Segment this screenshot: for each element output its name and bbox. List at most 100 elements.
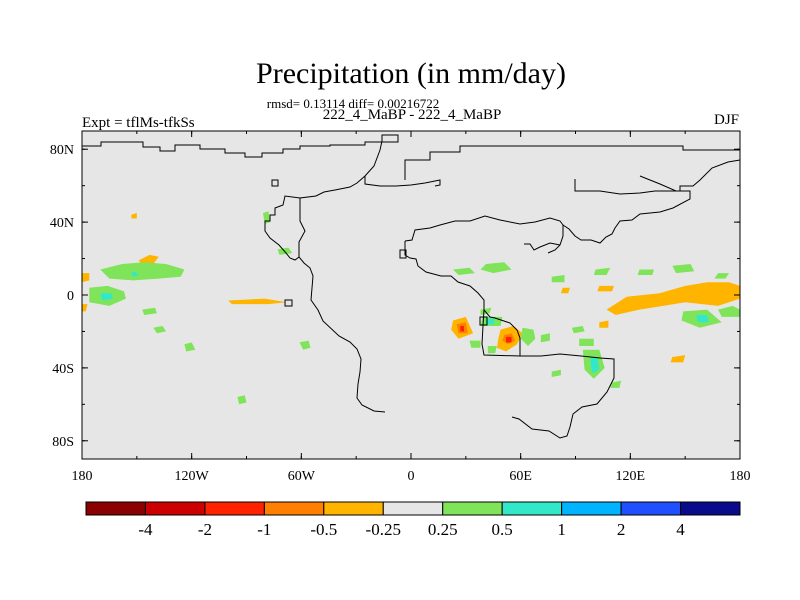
colorbar-label-5: 0.25 [428,520,458,539]
coastline-arctic-island [271,179,279,187]
colorbar-label-3: -0.5 [310,520,337,539]
colorbar-box-9 [620,501,682,516]
colorbar-box-2 [204,501,265,516]
colorbar-label-1: -2 [198,520,212,539]
colorbar-box-10 [680,501,741,516]
x-tick-label-5: 120E [616,469,646,484]
contour-region-22 [672,264,695,274]
x-axis: 180 120W 60W 0 60E 120E 180 [72,131,751,484]
contour-region-39 [551,369,561,377]
coastline-africa [404,241,615,439]
x-tick-label-3: 0 [408,469,415,484]
coastline-americas-detail [264,195,301,261]
coastline-australia-ish [524,242,561,251]
coastline-americas-north [82,134,399,158]
colorbar-label-9: 4 [676,520,685,539]
contour-region-20 [593,267,611,275]
contour-region-21 [637,269,655,275]
colorbar-box-3 [263,501,325,516]
colorbar-box-5 [382,501,444,516]
y-tick-label-2: 0 [67,289,74,304]
colorbar-label-4: -0.25 [366,520,401,539]
contour-region-5 [100,293,114,301]
coastline-greenland [364,176,441,187]
contour-region-7 [82,304,88,312]
colorbar-box-1 [144,501,206,516]
colorbar: -4 -2 -1 -0.5 -0.25 0.25 0.5 1 2 4 [85,501,741,539]
colorbar-box-6 [442,501,503,516]
contour-region-50 [540,333,550,343]
coastline-europe-asia [404,145,740,180]
contour-region-11 [184,342,196,352]
contour-region-35 [579,338,594,346]
contour-region-37 [590,357,600,374]
x-tick-label-1: 120W [175,469,210,484]
y-tick-label-0: 80N [50,143,74,158]
contour-region-26 [606,282,740,315]
contour-region-19 [551,275,565,283]
x-tick-label-4: 60E [509,469,532,484]
season-label: DJF [714,112,739,128]
y-tick-label-3: 40S [52,362,74,377]
contour-region-28 [630,298,642,306]
x-tick-label-2: 60W [288,469,316,484]
contour-region-33 [599,320,609,328]
coastline-small-island [284,299,293,307]
contour-region-48 [506,336,512,343]
colorbar-box-0 [85,501,146,516]
x-tick-label-6: 180 [730,469,751,484]
stats-subtitle: rmsd= 0.13114 diff= 0.00216722 [267,96,439,111]
contour-region-31 [696,315,709,323]
contour-region-12 [299,340,311,350]
coastline-asia-detail [574,159,741,195]
contour-region-40 [480,307,492,315]
contour-region-42 [485,318,496,325]
contour-region-16 [131,213,137,219]
coastline-bay [399,249,407,259]
y-tick-label-4: 80S [52,435,74,450]
y-tick-label-1: 40N [50,216,74,231]
map-panel [81,130,741,460]
contour-region-1 [100,262,185,281]
coastline-south-africa [481,309,521,357]
contour-region-23 [714,273,729,279]
coastline-americas-main [298,140,386,413]
contour-region-8 [228,298,287,305]
coastline-europe-south [404,215,564,254]
coastlines [82,134,741,439]
contour-region-9 [142,307,157,315]
colorbar-label-7: 1 [557,520,566,539]
contour-region-25 [560,287,570,294]
contour-region-29 [648,298,660,303]
coastline-madagascar [479,316,488,326]
colorbar-label-8: 2 [617,520,626,539]
contour-region-32 [670,355,686,363]
map-background [82,131,740,459]
contour-region-24 [597,285,614,292]
contour-fills [82,211,740,405]
colorbar-box-7 [501,501,563,516]
experiment-label: Expt = tflMs-tfkSs [82,115,195,131]
contour-region-3 [131,271,139,277]
contour-region-38 [610,380,622,388]
contour-region-13 [237,395,247,405]
contour-region-34 [571,326,585,334]
colorbar-box-8 [561,501,622,516]
contour-region-18 [480,262,512,274]
contour-region-27 [718,305,740,317]
contour-region-52 [487,346,497,354]
contour-region-45 [460,326,464,332]
x-tick-label-0: 180 [72,469,93,484]
contour-region-51 [469,340,481,348]
runs-subtitle: 222_4_MaBP - 222_4_MaBP [323,107,502,123]
y-axis: 80N 40N 0 40S 80S [50,143,740,450]
contour-region-49 [520,327,536,346]
colorbar-box-4 [323,501,384,516]
contour-region-6 [82,273,90,283]
colorbar-label-6: 0.5 [492,520,513,539]
contour-region-10 [153,326,167,334]
chart-title: Precipitation (in mm/day) [256,57,566,90]
colorbar-label-0: -4 [138,520,153,539]
contour-region-17 [453,267,475,275]
